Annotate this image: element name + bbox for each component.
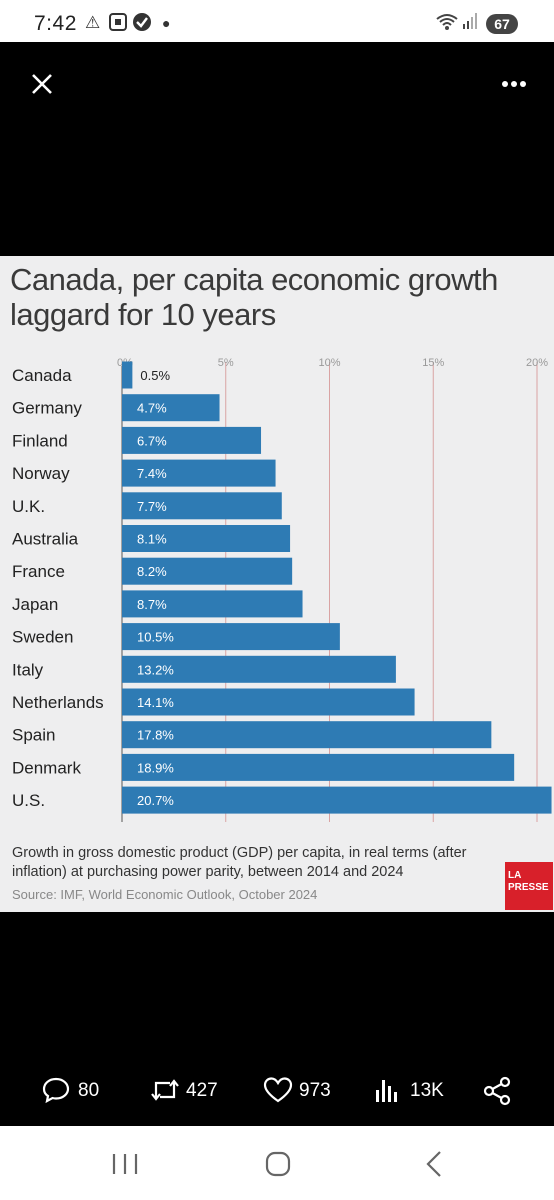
category-label: Spain <box>12 726 55 745</box>
category-label: Japan <box>12 595 58 614</box>
bar <box>122 688 415 716</box>
value-label: 14.1% <box>137 695 174 710</box>
dot-icon: ● <box>162 15 171 31</box>
reply-icon <box>42 1076 70 1109</box>
category-label: Germany <box>12 399 82 418</box>
share-icon <box>482 1076 512 1111</box>
value-label: 13.2% <box>137 662 174 677</box>
category-label: Italy <box>12 660 44 679</box>
chart-source: Source: IMF, World Economic Outlook, Oct… <box>12 887 318 902</box>
bar <box>122 590 303 618</box>
bar <box>122 361 133 389</box>
category-label: Canada <box>12 366 72 385</box>
signal-icon <box>462 12 478 35</box>
status-bar: 7:42 ⚠ ● 67 <box>0 0 554 42</box>
views-count: 13K <box>410 1080 444 1101</box>
more-dots-icon[interactable] <box>494 64 534 104</box>
value-label: 7.7% <box>137 499 167 514</box>
category-label: Finland <box>12 431 68 450</box>
bar <box>122 786 552 814</box>
tick-label: 10% <box>318 357 340 369</box>
value-label: 8.7% <box>137 597 167 612</box>
home-icon[interactable] <box>253 1146 303 1182</box>
value-label: 10.5% <box>137 630 174 645</box>
status-time: 7:42 <box>34 12 77 35</box>
repost-count: 427 <box>186 1080 218 1101</box>
bar <box>122 623 340 651</box>
tick-label: 5% <box>218 357 234 369</box>
bar <box>122 655 396 683</box>
bar <box>122 721 492 749</box>
value-label: 17.8% <box>137 728 174 743</box>
warning-icon: ⚠ <box>85 13 101 32</box>
media-viewer-header <box>0 42 554 256</box>
value-label: 8.1% <box>137 532 167 547</box>
category-label: Norway <box>12 464 70 483</box>
category-label: France <box>12 562 65 581</box>
bar <box>122 492 282 520</box>
bar-chart: 0%5%10%15%20%Canada0.5%Germany4.7%Finlan… <box>12 357 552 822</box>
value-label: 0.5% <box>140 368 170 383</box>
bar <box>122 525 291 552</box>
tick-label: 15% <box>422 357 444 369</box>
system-nav-bar <box>0 1126 554 1200</box>
category-label: Denmark <box>12 758 81 777</box>
like-count: 973 <box>299 1080 331 1101</box>
category-label: Sweden <box>12 628 73 647</box>
category-label: Netherlands <box>12 693 104 712</box>
value-label: 18.9% <box>137 760 174 775</box>
repost-icon <box>150 1076 180 1109</box>
value-label: 4.7% <box>137 401 167 416</box>
back-icon[interactable] <box>409 1146 459 1182</box>
views-icon <box>374 1076 402 1109</box>
chart-footer: Growth in gross domestic product (GDP) p… <box>12 845 467 880</box>
category-label: Australia <box>12 530 79 549</box>
bar <box>122 459 276 487</box>
reply-count: 80 <box>78 1080 100 1101</box>
value-label: 20.7% <box>137 793 174 808</box>
recents-icon[interactable] <box>100 1146 150 1182</box>
value-label: 8.2% <box>137 564 167 579</box>
category-label: U.S. <box>12 791 45 810</box>
close-icon[interactable] <box>22 64 62 104</box>
bar <box>122 394 220 422</box>
bar <box>122 753 515 781</box>
la-presse-logo: LA PRESSE <box>505 862 553 910</box>
check-circle-icon <box>132 12 152 37</box>
battery-indicator: 67 <box>486 14 518 34</box>
category-label: U.K. <box>12 497 45 516</box>
tick-label: 20% <box>526 357 548 369</box>
wifi-icon <box>436 12 458 37</box>
bar <box>122 557 293 585</box>
value-label: 6.7% <box>137 433 167 448</box>
post-image[interactable]: Canada, per capita economic growth lagga… <box>0 256 554 912</box>
chart-title: Canada, per capita economic growth lagga… <box>10 262 498 332</box>
heart-icon <box>263 1076 293 1109</box>
value-label: 7.4% <box>137 466 167 481</box>
bar <box>122 426 262 454</box>
screenshot-icon <box>108 12 128 37</box>
media-viewer-footer: 80 427 973 13K <box>0 912 554 1126</box>
